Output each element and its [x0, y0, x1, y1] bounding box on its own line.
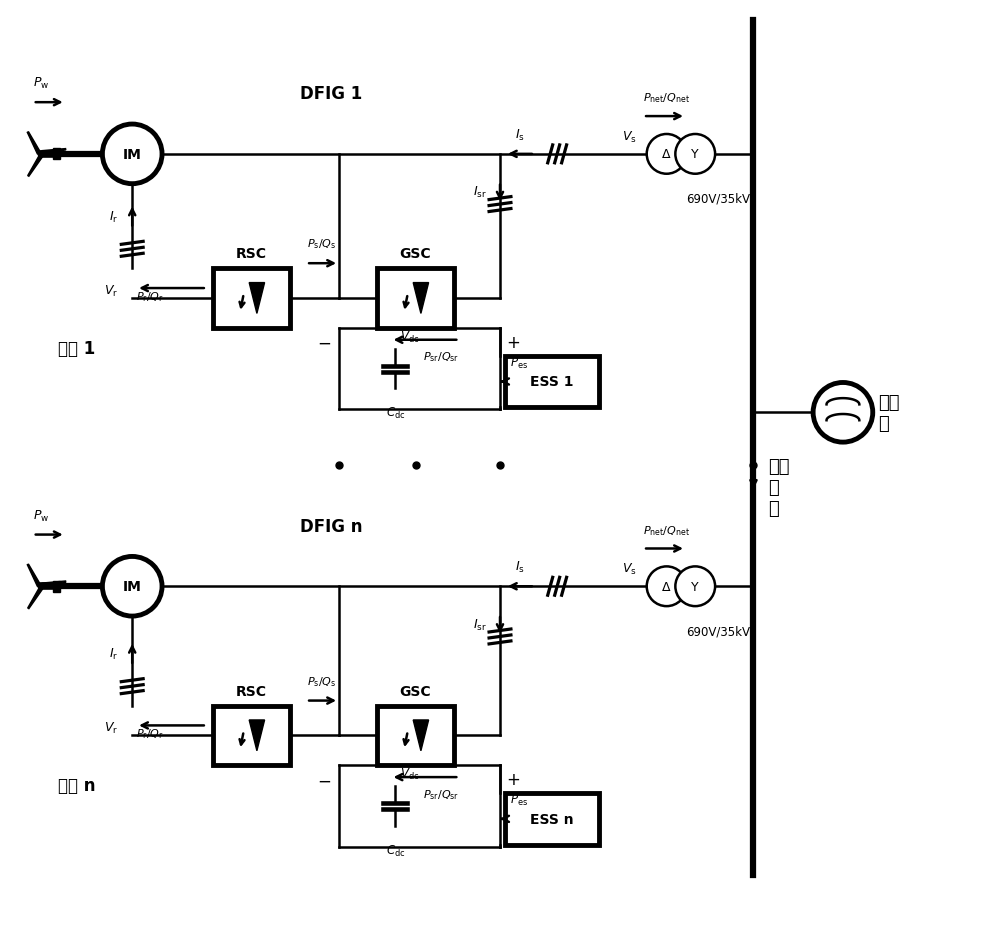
Text: $P_{\rm s}/Q_{\rm s}$: $P_{\rm s}/Q_{\rm s}$	[307, 674, 336, 688]
Text: $P_{\rm es}$: $P_{\rm es}$	[510, 355, 528, 370]
Bar	[213, 269, 290, 328]
Polygon shape	[28, 156, 43, 177]
Text: RSC: RSC	[236, 684, 267, 698]
Text: $C_{\rm dc}$: $C_{\rm dc}$	[386, 406, 405, 421]
Polygon shape	[249, 284, 265, 314]
Text: 风储 1: 风储 1	[58, 339, 95, 357]
Polygon shape	[42, 149, 66, 155]
Text: $P_{\rm sr}/Q_{\rm sr}$: $P_{\rm sr}/Q_{\rm sr}$	[423, 787, 459, 801]
Circle shape	[102, 557, 162, 616]
Polygon shape	[413, 720, 429, 751]
Text: $I_{\rm r}$: $I_{\rm r}$	[109, 647, 118, 662]
Text: GSC: GSC	[400, 247, 431, 260]
Text: $V_{\rm s}$: $V_{\rm s}$	[622, 562, 637, 577]
Text: ESS 1: ESS 1	[530, 375, 574, 389]
Circle shape	[675, 134, 715, 174]
Polygon shape	[28, 588, 43, 609]
Circle shape	[647, 134, 686, 174]
Bar	[377, 269, 454, 328]
Bar	[53, 149, 60, 160]
Bar	[377, 705, 454, 766]
Text: $I_{\rm s}$: $I_{\rm s}$	[515, 128, 525, 143]
Text: $C_{\rm dc}$: $C_{\rm dc}$	[386, 843, 405, 857]
Bar	[505, 356, 599, 408]
Text: 综合
负
荷: 综合 负 荷	[768, 458, 790, 517]
Text: $\Delta$: $\Delta$	[661, 580, 672, 593]
Circle shape	[102, 125, 162, 184]
Text: $I_{\rm sr}$: $I_{\rm sr}$	[473, 184, 487, 200]
Text: DFIG 1: DFIG 1	[300, 85, 362, 103]
Polygon shape	[249, 720, 265, 751]
Text: 690V/35kV: 690V/35kV	[686, 625, 750, 638]
Text: $I_{\rm r}$: $I_{\rm r}$	[109, 210, 118, 224]
Text: $V_{\rm dc}$: $V_{\rm dc}$	[400, 329, 420, 345]
Polygon shape	[27, 565, 41, 587]
Text: 大电
网: 大电 网	[878, 393, 899, 432]
Text: IM: IM	[123, 579, 142, 593]
Text: Y: Y	[691, 148, 699, 161]
Text: $P_{\rm w}$: $P_{\rm w}$	[33, 508, 49, 523]
Circle shape	[813, 383, 873, 443]
Text: $I_{\rm s}$: $I_{\rm s}$	[515, 560, 525, 575]
Text: $V_{\rm dc}$: $V_{\rm dc}$	[400, 767, 420, 781]
Text: $P_{\rm r}/Q_{\rm r}$: $P_{\rm r}/Q_{\rm r}$	[136, 727, 164, 741]
Text: $-$: $-$	[317, 334, 331, 351]
Text: $P_{\rm w}$: $P_{\rm w}$	[33, 76, 49, 91]
Text: $P_{\rm sr}/Q_{\rm sr}$: $P_{\rm sr}/Q_{\rm sr}$	[423, 350, 459, 364]
Bar	[505, 794, 599, 844]
Circle shape	[675, 566, 715, 606]
Circle shape	[647, 566, 686, 606]
Polygon shape	[413, 284, 429, 314]
Polygon shape	[42, 581, 66, 587]
Text: $V_{\rm r}$: $V_{\rm r}$	[104, 720, 118, 735]
Text: ESS n: ESS n	[530, 812, 574, 826]
Text: GSC: GSC	[400, 684, 431, 698]
Text: DFIG n: DFIG n	[300, 517, 362, 535]
Text: RSC: RSC	[236, 247, 267, 260]
Circle shape	[38, 152, 43, 158]
Text: $-$: $-$	[317, 770, 331, 788]
Text: $P_{\rm net}/Q_{\rm net}$: $P_{\rm net}/Q_{\rm net}$	[643, 523, 690, 537]
Bar	[213, 705, 290, 766]
Text: $P_{\rm r}/Q_{\rm r}$: $P_{\rm r}/Q_{\rm r}$	[136, 290, 164, 303]
Text: $V_{\rm r}$: $V_{\rm r}$	[104, 283, 118, 298]
Text: $+$: $+$	[506, 334, 520, 351]
Text: $\Delta$: $\Delta$	[661, 148, 672, 161]
Text: 风储 n: 风储 n	[58, 776, 95, 794]
Text: $P_{\rm es}$: $P_{\rm es}$	[510, 792, 528, 807]
Text: $I_{\rm sr}$: $I_{\rm sr}$	[473, 616, 487, 632]
Text: $V_{\rm s}$: $V_{\rm s}$	[622, 130, 637, 145]
Polygon shape	[27, 133, 41, 155]
Bar	[53, 581, 60, 592]
Text: $P_{\rm s}/Q_{\rm s}$: $P_{\rm s}/Q_{\rm s}$	[307, 237, 336, 251]
Text: 690V/35kV: 690V/35kV	[686, 193, 750, 206]
Circle shape	[38, 584, 43, 590]
Text: Y: Y	[691, 580, 699, 593]
Text: $P_{\rm net}/Q_{\rm net}$: $P_{\rm net}/Q_{\rm net}$	[643, 91, 690, 105]
Text: IM: IM	[123, 147, 142, 161]
Text: $+$: $+$	[506, 770, 520, 788]
